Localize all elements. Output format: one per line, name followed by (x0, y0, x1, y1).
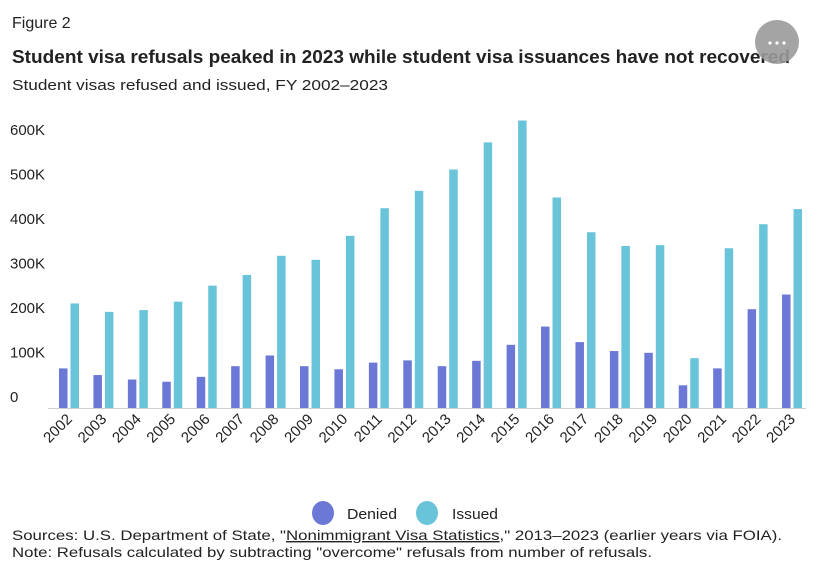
bar-issued-2015[interactable] (518, 120, 527, 408)
legend-swatch-denied (312, 501, 334, 525)
x-tick-label: 2016 (522, 411, 558, 447)
bar-issued-2011[interactable] (380, 208, 389, 408)
bar-denied-2020[interactable] (678, 385, 688, 408)
chart-title: Student visa refusals peaked in 2023 whi… (12, 47, 790, 67)
figure-label: Figure 2 (12, 15, 71, 32)
y-tick-label: 600K (10, 122, 45, 139)
x-tick-label: 2021 (694, 411, 730, 447)
legend-swatch-issued (416, 501, 438, 525)
legend-item-issued[interactable]: Issued (416, 501, 498, 525)
bar-denied-2010[interactable] (334, 369, 343, 408)
x-tick-label: 2012 (385, 411, 421, 447)
bar-issued-2018[interactable] (621, 246, 630, 408)
x-tick-label: 2002 (40, 411, 76, 447)
chart-subtitle: Student visas refused and issued, FY 200… (12, 77, 388, 94)
bar-issued-2002[interactable] (70, 303, 80, 408)
bar-issued-2010[interactable] (345, 235, 355, 408)
x-tick-label: 2009 (281, 411, 317, 447)
x-tick-label: 2006 (178, 411, 214, 447)
x-tick-label: 2004 (109, 411, 145, 447)
x-tick-label: 2019 (626, 411, 662, 447)
x-tick-label: 2022 (729, 411, 765, 447)
y-tick-label: 400K (10, 211, 45, 228)
legend-label-denied: Denied (347, 506, 397, 523)
bar-issued-2022[interactable] (759, 224, 768, 408)
bar-denied-2019[interactable] (644, 352, 653, 408)
bar-denied-2014[interactable] (472, 360, 481, 408)
legend-item-denied[interactable]: Denied (312, 501, 397, 525)
bar-denied-2002[interactable] (59, 368, 68, 408)
bar-issued-2007[interactable] (242, 274, 252, 408)
bar-denied-2012[interactable] (403, 360, 412, 408)
bar-issued-2009[interactable] (311, 259, 321, 408)
x-tick-label: 2005 (143, 411, 179, 447)
bar-issued-2005[interactable] (173, 301, 183, 408)
note-line: Note: Refusals calculated by subtracting… (12, 544, 652, 560)
y-tick-label: 100K (10, 345, 45, 362)
x-tick-label: 2003 (75, 411, 111, 447)
x-tick-label: 2018 (591, 411, 627, 447)
bar-denied-2007[interactable] (231, 366, 240, 408)
bar-denied-2017[interactable] (575, 342, 584, 408)
bar-denied-2015[interactable] (506, 344, 516, 408)
bar-denied-2022[interactable] (747, 309, 757, 408)
x-tick-label: 2015 (488, 411, 524, 447)
y-tick-label: 200K (10, 300, 45, 317)
bar-issued-2006[interactable] (208, 285, 217, 408)
bar-denied-2023[interactable] (782, 294, 791, 408)
bars (59, 120, 803, 408)
x-tick-label: 2010 (316, 411, 352, 447)
bar-issued-2019[interactable] (655, 245, 665, 408)
bar-denied-2006[interactable] (196, 376, 206, 408)
more-options-button[interactable] (755, 20, 799, 64)
bar-issued-2021[interactable] (724, 248, 734, 408)
x-tick-label: 2007 (212, 411, 248, 447)
bar-issued-2023[interactable] (793, 209, 803, 408)
bar-issued-2020[interactable] (690, 358, 699, 408)
bar-issued-2016[interactable] (552, 197, 562, 408)
legend: Denied Issued (312, 501, 498, 525)
x-tick-label: 2011 (351, 411, 386, 446)
sources-line: Sources: U.S. Department of State, " Noni… (12, 527, 782, 543)
y-tick-label: 300K (10, 256, 45, 273)
bar-denied-2009[interactable] (300, 366, 309, 408)
bar-denied-2008[interactable] (265, 355, 275, 408)
bar-issued-2012[interactable] (414, 190, 424, 408)
bar-denied-2013[interactable] (437, 366, 447, 408)
bar-denied-2004[interactable] (127, 379, 137, 408)
sources-prefix: Sources: U.S. Department of State, " (12, 527, 286, 543)
bar-issued-2008[interactable] (277, 255, 286, 408)
bar-issued-2003[interactable] (104, 311, 114, 408)
x-tick-label: 2017 (557, 411, 593, 447)
bar-denied-2016[interactable] (541, 326, 550, 408)
x-tick-label: 2014 (453, 411, 489, 447)
y-tick-label: 0 (10, 389, 18, 406)
bar-issued-2013[interactable] (449, 169, 458, 408)
bar-issued-2017[interactable] (586, 232, 596, 408)
bar-denied-2011[interactable] (368, 362, 378, 408)
bar-denied-2005[interactable] (162, 381, 171, 408)
sources-suffix: ," 2013–2023 (earlier years via FOIA). (500, 527, 782, 543)
y-tick-label: 500K (10, 167, 45, 184)
x-tick-label: 2023 (763, 411, 799, 447)
bar-issued-2004[interactable] (139, 310, 148, 408)
x-tick-label: 2013 (419, 411, 455, 447)
bar-denied-2003[interactable] (93, 375, 102, 408)
legend-label-issued: Issued (452, 506, 498, 523)
bar-denied-2021[interactable] (713, 368, 722, 408)
y-axis: 0 100K 200K 300K 400K 500K 600K (10, 122, 45, 406)
more-horizontal-icon (768, 41, 786, 45)
x-tick-label: 2020 (660, 411, 696, 447)
x-tick-label: 2008 (247, 411, 283, 447)
bar-issued-2014[interactable] (483, 142, 493, 408)
bar-denied-2018[interactable] (609, 351, 619, 408)
sources-link[interactable]: Nonimmigrant Visa Statistics (286, 527, 500, 543)
